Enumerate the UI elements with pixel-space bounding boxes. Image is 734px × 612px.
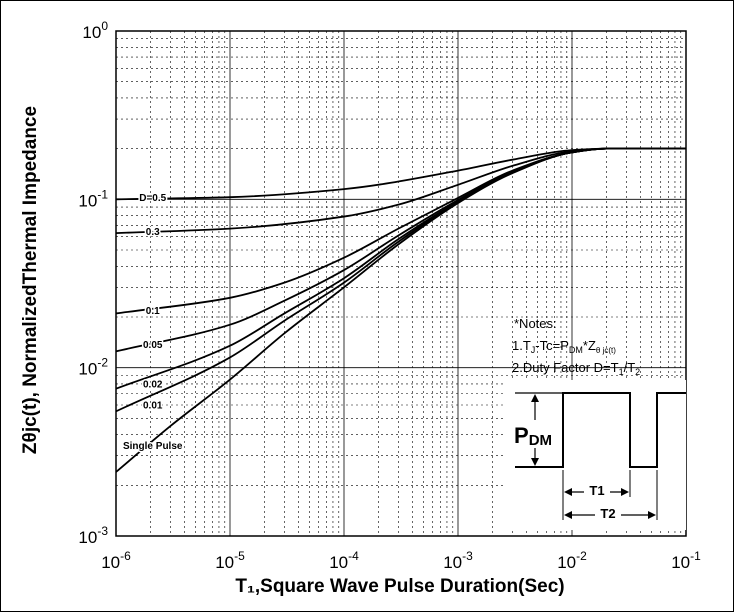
pdm-arrow-up [531,394,539,402]
note2-a: 2.Duty Factor D=T [512,360,619,375]
pdm-arrow-down [531,458,539,466]
pulse-waveform [515,392,686,468]
x-axis-title: T₁,Square Wave Pulse Duration(Sec) [235,576,564,597]
curve-labels: D=0.5 0.3 0.1 0.05 0.02 0.01 Single Pulse [121,192,184,454]
pdm-main: P [514,423,529,448]
series-line-0-1 [115,147,686,315]
note1-a-sub: J [531,345,536,355]
x-tick-label: 10-2 [557,549,587,572]
series-line-0-3 [115,147,686,235]
note2-b-sub: 2 [635,367,640,377]
t2-arrow-left [564,511,572,519]
y-tick-label: 100 [82,19,108,42]
notes-line-2: 2.Duty Factor D=T1/T2 [512,360,640,377]
series-line-single-pulse [115,147,686,473]
note1-c: *Z [583,338,596,353]
t2-label-background [595,505,621,521]
t1-arrow-left [564,488,572,496]
curve-label: 0.01 [143,401,163,412]
pdm-sub: DM [529,432,552,449]
x-tick-label: 10-1 [671,549,701,572]
y-tick-label: 10-2 [78,356,108,379]
notes-line-1: 1.TJ-Tc=PDM*Zθ jc(t) [512,338,616,355]
note1-c-sub: θ jc(t) [596,346,616,355]
pdm-label: PDM [514,423,552,449]
plot-frame [115,30,687,537]
curve-label: Single Pulse [123,441,183,452]
tick-labels: 10-6 10-5 10-4 10-3 10-2 10-1 100 10-1 10-2 10-3 [78,19,701,572]
y-tick-label: 10-1 [78,187,108,210]
curve-label: 0.02 [143,379,163,390]
x-tick-label: 10-3 [443,549,473,572]
curve-label: 0.1 [146,306,160,317]
pdm-label-background [512,420,562,448]
t1-label-background [584,482,610,498]
t2-label: T2 [600,506,615,521]
t2-arrow-right [648,511,656,519]
t1-arrow-right [621,488,629,496]
curve-label: 0.05 [143,340,163,351]
notes-block: *Notes: 1.TJ-Tc=PDM*Zθ jc(t) 2.Duty Fact… [512,316,640,377]
notes-title: *Notes: [514,316,557,331]
series-layer [115,147,686,473]
note2-a-sub: 1 [619,367,624,377]
x-tick-label: 10-5 [215,549,245,572]
note1-b-sub: DM [569,345,583,355]
y-axis-title: Zθjc(t), NormalizedThermal Impedance [20,106,41,454]
note2-b: /T [624,360,636,375]
t1-label: T1 [589,483,604,498]
pulse-diagram: PDM T1 T2 [506,380,686,530]
series-line-d-0-5 [115,147,686,201]
y-tick-label: 10-3 [78,524,108,547]
x-tick-label: 10-4 [329,549,359,572]
note1-b: -Tc=P [535,338,569,353]
curve-label: D=0.5 [139,193,166,204]
curve-label: 0.3 [146,227,160,238]
note1-a: 1.T [512,338,531,353]
x-tick-label: 10-6 [101,549,131,572]
